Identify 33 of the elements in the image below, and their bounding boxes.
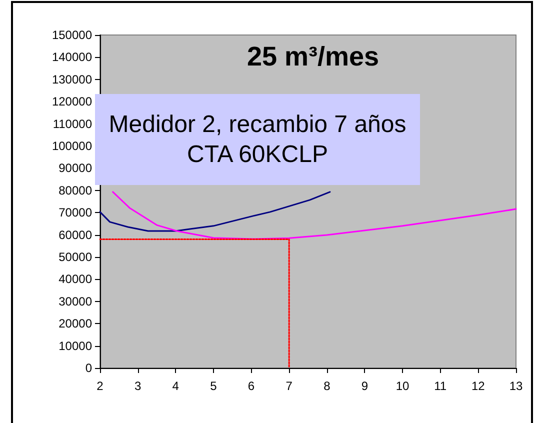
x-tick-label: 2: [96, 379, 104, 393]
y-tick-label: 150000: [52, 28, 92, 42]
annotation: CTA 60KCLP: [187, 140, 328, 170]
y-tick-label: 140000: [52, 50, 92, 64]
y-tick-label: 130000: [52, 72, 92, 86]
y-tick-label: 90000: [58, 161, 92, 176]
x-tick-label: 9: [361, 379, 368, 393]
x-tick-label: 11: [434, 379, 447, 393]
y-tick-label: 100000: [52, 139, 92, 153]
y-tick-label: 110000: [52, 116, 92, 131]
y-tick-label: 0: [85, 361, 92, 375]
chart-title: 25 m³/mes: [246, 42, 380, 72]
line-series: [112, 191, 517, 240]
x-tick-label: 3: [134, 379, 142, 393]
y-tick-label: 120000: [52, 94, 92, 109]
x-tick-label: 12: [472, 379, 486, 393]
x-tick-label: 4: [172, 379, 180, 393]
line-series: [99, 191, 331, 232]
y-tick-label: 20000: [58, 316, 92, 331]
y-tick-label: 40000: [58, 272, 92, 286]
y-tick-label: 60000: [58, 228, 92, 242]
x-tick-label: 7: [286, 379, 293, 393]
y-tick-label: 30000: [58, 294, 92, 308]
x-tick-label: 5: [210, 379, 218, 393]
x-tick-label: 13: [509, 379, 523, 393]
x-tick-label: 6: [248, 379, 255, 393]
y-tick-label: 80000: [58, 183, 92, 198]
x-tick-label: 8: [324, 379, 331, 393]
annotation: Medidor 2, recambio 7 años: [108, 110, 406, 140]
y-tick-label: 10000: [58, 338, 92, 353]
y-tick-label: 70000: [58, 206, 92, 220]
y-tick-label: 50000: [58, 250, 92, 264]
x-tick-label: 10: [396, 379, 410, 393]
